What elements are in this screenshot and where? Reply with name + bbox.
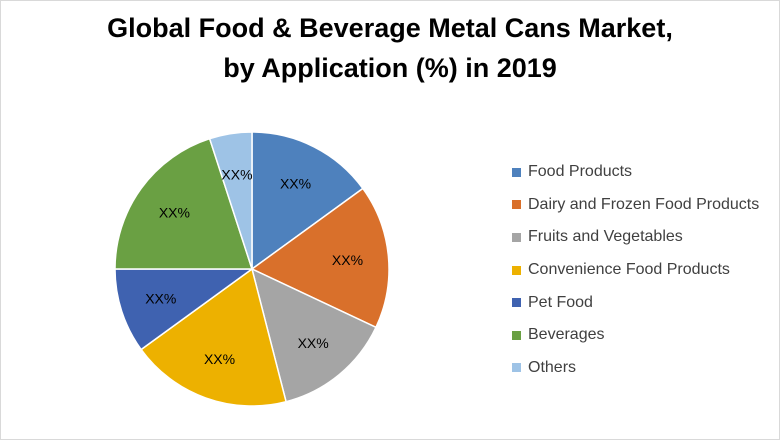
legend-item: Fruits and Vegetables bbox=[512, 221, 759, 254]
legend-label: Fruits and Vegetables bbox=[528, 228, 683, 246]
legend-item: Food Products bbox=[512, 156, 759, 189]
legend-item: Others bbox=[512, 352, 759, 385]
legend-item: Beverages bbox=[512, 319, 759, 352]
pie-data-label-6: XX% bbox=[159, 205, 190, 221]
chart-legend: Food Products Dairy and Frozen Food Produ… bbox=[512, 156, 759, 384]
legend-label: Pet Food bbox=[528, 293, 593, 311]
pie-slice-5 bbox=[114, 268, 255, 351]
legend-swatch bbox=[512, 298, 521, 308]
legend-label: Food Products bbox=[528, 163, 633, 181]
pie-slice-3 bbox=[250, 267, 377, 403]
legend-swatch bbox=[512, 265, 521, 275]
pie-slice-4 bbox=[140, 267, 287, 407]
legend-swatch bbox=[512, 330, 521, 340]
chart-title: Global Food & Beverage Metal Cans Market… bbox=[0, 8, 780, 88]
legend-label: Dairy and Frozen Food Products bbox=[528, 195, 760, 213]
chart-title-line1: Global Food & Beverage Metal Cans Market… bbox=[107, 13, 673, 43]
legend-swatch bbox=[512, 167, 521, 177]
pie-slice-7 bbox=[208, 131, 253, 270]
pie-data-label-1: XX% bbox=[280, 176, 311, 192]
legend-item: Convenience Food Products bbox=[512, 254, 759, 287]
pie-slice-1 bbox=[251, 131, 364, 271]
pie-data-label-2: XX% bbox=[332, 252, 363, 268]
pie-data-label-7: XX% bbox=[221, 166, 252, 182]
legend-swatch bbox=[512, 232, 521, 242]
pie-data-label-4: XX% bbox=[204, 351, 235, 367]
pie-slice-2 bbox=[250, 187, 390, 329]
legend-item: Dairy and Frozen Food Products bbox=[512, 189, 759, 222]
pie-slices bbox=[114, 131, 390, 407]
pie-data-labels: XX% XX% XX% XX% XX% XX% XX% bbox=[145, 166, 363, 367]
chart-title-line2: by Application (%) in 2019 bbox=[223, 53, 557, 83]
legend-swatch bbox=[512, 200, 521, 210]
pie-data-label-5: XX% bbox=[145, 291, 176, 307]
legend-item: Pet Food bbox=[512, 286, 759, 319]
legend-label: Others bbox=[528, 358, 577, 376]
legend-label: Convenience Food Products bbox=[528, 261, 730, 279]
legend-label: Beverages bbox=[528, 326, 605, 344]
legend-swatch bbox=[512, 363, 521, 373]
pie-data-label-3: XX% bbox=[298, 335, 329, 351]
pie-slice-6 bbox=[114, 137, 254, 270]
